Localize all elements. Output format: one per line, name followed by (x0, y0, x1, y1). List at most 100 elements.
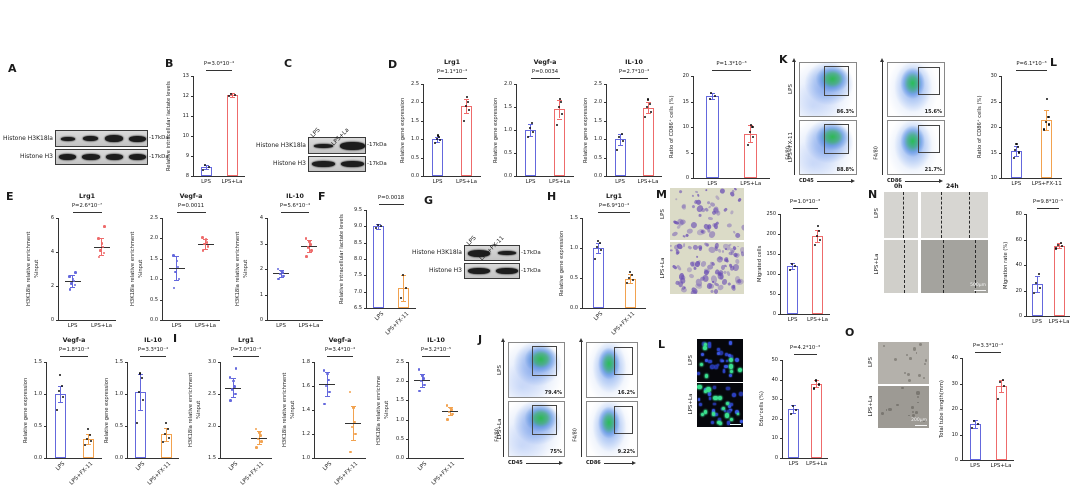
y-tick (190, 136, 193, 137)
data-point (60, 385, 63, 388)
flow-plot: 79.4% (508, 342, 565, 398)
error-cap (306, 252, 312, 254)
sig-line (975, 351, 1001, 353)
y-tick-label: 50 (771, 357, 778, 363)
y-tick (124, 362, 127, 363)
y-tick-label: 10 (771, 435, 778, 442)
y-tick-label: 1.5 (208, 455, 216, 461)
y-tick-label: 0.0 (396, 455, 404, 461)
data-point (73, 283, 77, 287)
y-tick (217, 426, 220, 427)
error-cap (99, 255, 104, 257)
wound-edge-line (903, 240, 905, 293)
chart-D-IL10: IL-10 P=2.7*10⁻⁴ 0.0 0.5 1.0 1.5 2.0 2.5 Relativ… (580, 58, 668, 188)
y-axis (314, 362, 315, 458)
y-axis (606, 84, 607, 176)
y-tick (603, 84, 606, 85)
cell-speck (896, 403, 899, 407)
y-tick-label: 20 (951, 406, 958, 412)
flow-y-arrowhead (791, 58, 796, 62)
panel-label-E: E (6, 190, 14, 203)
sig-line (1016, 69, 1047, 71)
data-point (304, 237, 308, 240)
panel-label-H: H (547, 190, 557, 203)
data-point (747, 143, 750, 146)
nucleus-blue (728, 405, 732, 409)
x-tick-label: LPS (432, 178, 443, 185)
y-tick (779, 438, 782, 440)
y-tick-label: 2 (259, 266, 263, 272)
y-tick-label: 6 (50, 215, 54, 221)
y-tick-label: 1.0 (411, 136, 419, 143)
blot-box (308, 156, 366, 172)
cell-speck (915, 410, 919, 414)
data-point (599, 248, 602, 251)
error-bar (165, 427, 167, 441)
nucleus-blue (714, 365, 718, 369)
scale-bar (974, 289, 986, 291)
nucleus-edu-green (717, 395, 722, 400)
nucleus-blue (699, 403, 703, 407)
bar (811, 383, 822, 458)
x-axis (423, 176, 481, 177)
error-cap (1044, 130, 1050, 131)
error-cap (447, 414, 453, 416)
error-cap (627, 274, 633, 276)
y-tick (603, 157, 606, 159)
x-tick-label: LPS+La (549, 178, 570, 185)
mean-line (251, 437, 267, 439)
stained-cell (670, 249, 673, 253)
y-tick (690, 152, 693, 154)
cell-speck (905, 353, 909, 356)
y-tick-label: 1.0 (150, 276, 158, 283)
y-axis (962, 358, 963, 460)
y-tick-label: 150 (766, 251, 776, 257)
y-tick (190, 176, 193, 177)
chart-L-chart: P=4.2*10⁻³ 0 10 20 30 40 50 Edu⁺cells (%) LPS LPS… (756, 342, 834, 470)
y-axis-label: Total tube length(mm) (939, 380, 945, 438)
y-axis (366, 210, 367, 308)
nucleus-blue (723, 409, 727, 412)
chart-D-Vegfa: Vegf-a P=0.0034 0.0 0.5 1.0 1.5 2.0 Relative ge… (490, 58, 580, 188)
y-tick-label: 40 (951, 355, 958, 361)
nucleus-blue (724, 352, 729, 357)
error-bar (1046, 109, 1048, 131)
error-cap (1044, 109, 1050, 111)
data-point (72, 279, 76, 283)
nucleus-blue (729, 402, 734, 406)
flow-y-axis (503, 342, 504, 457)
y-tick (513, 176, 516, 177)
flow-x-arrowhead (632, 460, 636, 465)
y-axis-label: Relative intracellular lactate levels (339, 214, 345, 304)
data-point (310, 249, 313, 252)
nucleus-blue (717, 347, 721, 351)
y-tick (55, 320, 58, 321)
scale-bar (730, 423, 741, 425)
y-axis-label: %input (196, 400, 202, 420)
error-cap (203, 169, 209, 171)
flow-y-arrowhead (500, 338, 505, 342)
error-cap (256, 443, 262, 445)
nucleus-blue (729, 341, 733, 345)
y-axis (408, 362, 409, 458)
data-point (348, 390, 352, 394)
data-point (405, 287, 408, 290)
data-point (352, 406, 355, 409)
chart-E-IL10: IL-10 P=5.6*10⁻⁴ 0 1 2 3 4 H3K18la relative enr… (233, 192, 329, 332)
scale-bar-label: 500μm (970, 283, 986, 288)
y-tick-label: 2.5 (150, 215, 158, 221)
flow-plot: 75% (508, 401, 565, 457)
nucleus-blue (707, 393, 711, 396)
nucleus-blue (716, 352, 720, 356)
bar (1053, 245, 1065, 316)
y-tick (405, 362, 408, 363)
data-point (88, 433, 91, 437)
y-tick-label: 9 (185, 153, 189, 159)
bar (969, 424, 981, 460)
error-bar (72, 274, 73, 287)
y-tick-label: 1.5 (115, 359, 123, 365)
nucleus-blue (707, 344, 712, 348)
y-tick-label: 1.0 (396, 416, 404, 423)
stained-cell (686, 227, 694, 234)
